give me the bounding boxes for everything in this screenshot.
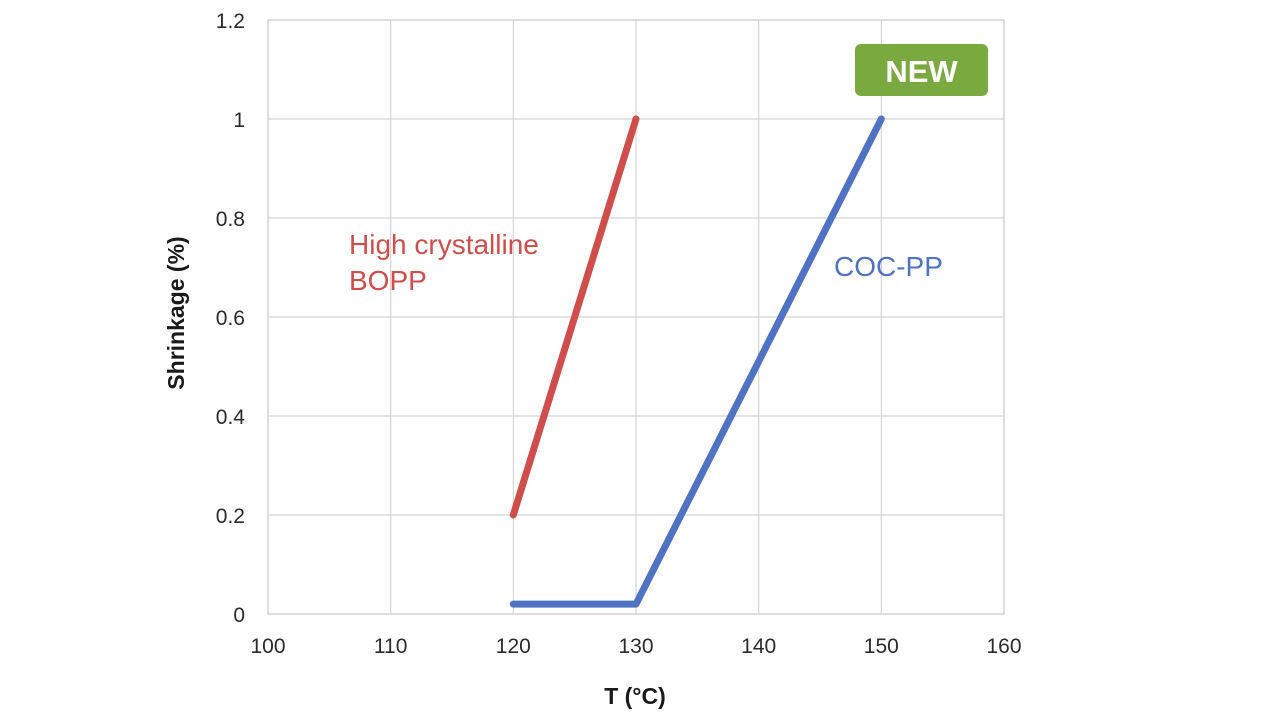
series-line [509, 115, 640, 519]
y-tick-label: 1 [233, 109, 245, 132]
new-badge-background [855, 44, 988, 96]
x-axis-label: T (°C) [604, 683, 666, 709]
y-axis-label: Shrinkage (%) [163, 236, 189, 389]
plot-frame [267, 19, 1005, 615]
series-label-line: COC-PP [834, 251, 943, 282]
x-tick-label: 140 [741, 635, 776, 658]
series-lines [509, 115, 885, 608]
x-tick-label: 160 [986, 635, 1021, 658]
series-label-line: BOPP [349, 265, 427, 296]
x-tick-label: 130 [618, 635, 653, 658]
series-labels: High crystalline BOPP COC-PP [349, 229, 943, 296]
y-tick-label: 0.2 [216, 505, 245, 528]
y-axis-ticks: 0 0.2 0.4 0.6 0.8 1 1.2 [216, 10, 246, 627]
new-badge: NEW [855, 44, 988, 96]
y-tick-label: 0 [233, 604, 245, 627]
x-tick-label: 100 [250, 635, 285, 658]
y-tick-label: 1.2 [216, 10, 245, 33]
y-tick-label: 0.6 [216, 307, 245, 330]
x-axis-ticks: 100 110 120 130 140 150 160 [250, 635, 1021, 658]
series-line [509, 115, 885, 608]
grid [267, 19, 1005, 615]
x-tick-label: 110 [374, 635, 407, 658]
y-tick-label: 0.4 [216, 406, 246, 429]
x-tick-label: 120 [496, 635, 531, 658]
y-tick-label: 0.8 [216, 208, 245, 231]
series-label-line: High crystalline [349, 229, 539, 260]
x-tick-label: 150 [864, 635, 899, 658]
new-badge-text: NEW [885, 54, 958, 89]
